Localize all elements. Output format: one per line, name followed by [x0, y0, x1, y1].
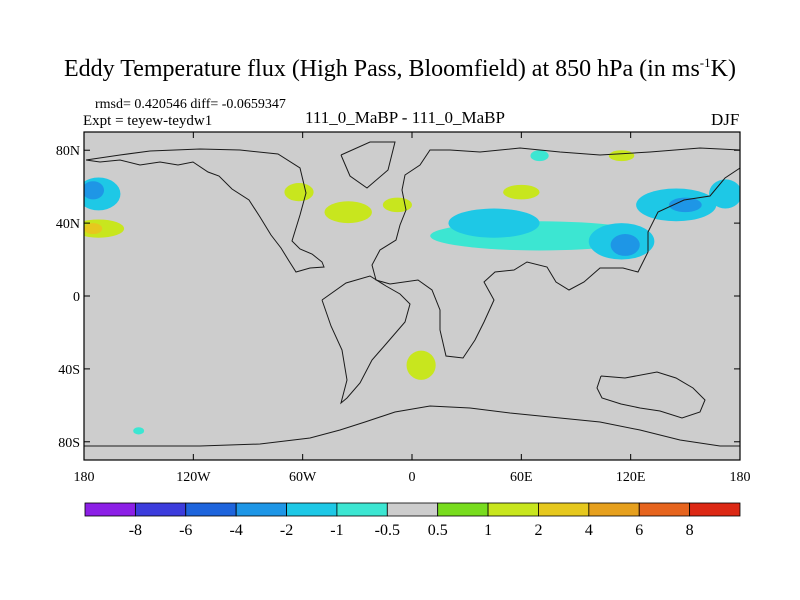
x-tick-label: 120W — [176, 470, 211, 485]
field-patch-15 — [608, 150, 635, 162]
colorbar-label: 1 — [484, 522, 492, 539]
title-superscript: -1 — [699, 55, 711, 70]
x-tick-label: 0 — [409, 470, 416, 485]
colorbar: -8 -6 -4 -2 -1 -0.5 0.5 1 2 4 6 8 — [84, 502, 741, 539]
colorbar-box-11 — [638, 502, 691, 517]
colorbar-label: 0.5 — [428, 522, 448, 539]
colorbar-label: -2 — [280, 522, 293, 539]
y-tick-label: 40N — [56, 217, 80, 232]
colorbar-box-5 — [336, 502, 388, 517]
colorbar-label: -6 — [179, 522, 192, 539]
colorbar-box-0 — [84, 502, 136, 517]
colorbar-box-1 — [134, 502, 187, 517]
field-patch-13 — [382, 197, 412, 213]
y-tick-label: 80S — [58, 436, 80, 451]
chart-title: Eddy Temperature flux (High Pass, Bloomf… — [0, 55, 800, 83]
x-tick-label: 60W — [289, 470, 317, 485]
field-patch-6 — [668, 197, 702, 213]
colorbar-box-7 — [437, 502, 489, 517]
colorbar-label: -1 — [330, 522, 343, 539]
coast-antarctica — [84, 405, 740, 447]
title-main: Eddy Temperature flux (High Pass, Bloomf… — [64, 56, 700, 82]
field-patch-17 — [406, 350, 436, 380]
field-patch-14 — [503, 184, 540, 200]
coastlines — [84, 141, 740, 447]
colorbar-box-3 — [235, 502, 287, 517]
x-tick-label: 180 — [730, 470, 751, 485]
case-label: 111_0_MaBP - 111_0_MaBP — [305, 108, 505, 127]
colorbar-label: 6 — [635, 522, 643, 539]
x-tick-label: 180 — [74, 470, 95, 485]
colorbar-label: 2 — [534, 522, 542, 539]
experiment-label: Expt = teyew-teydw1 — [83, 113, 213, 129]
field-patch-11 — [324, 201, 372, 224]
title-tail: K) — [710, 56, 736, 82]
colorbar-box-2 — [185, 502, 237, 517]
colorbar-box-8 — [487, 502, 539, 517]
colorbar-box-4 — [286, 502, 338, 517]
colorbar-box-12 — [689, 502, 741, 517]
colorbar-box-10 — [588, 502, 640, 517]
season-label: DJF — [711, 110, 740, 129]
y-axis: 80N 40N 0 40S 80S — [56, 144, 740, 451]
colorbar-label: -4 — [229, 522, 242, 539]
coast-greenland — [340, 141, 396, 189]
colorbar-label: 8 — [686, 522, 694, 539]
field-patch-1 — [84, 181, 105, 200]
field-patch-8 — [448, 208, 540, 238]
map-background — [84, 132, 740, 460]
field-patch-16 — [530, 150, 549, 162]
field-patch-4 — [84, 223, 103, 235]
field-patch-18 — [133, 427, 145, 435]
coast-australia — [596, 371, 706, 419]
stats-label: rmsd= 0.420546 diff= -0.0659347 — [95, 97, 286, 112]
colorbar-label: -8 — [129, 522, 142, 539]
x-tick-label: 60E — [510, 470, 533, 485]
field-patch-12 — [284, 183, 314, 202]
colorbar-label: 4 — [585, 522, 593, 539]
field-patch-2 — [709, 179, 740, 209]
x-tick-label: 120E — [616, 470, 646, 485]
y-tick-label: 0 — [73, 290, 80, 305]
field-patch-10 — [610, 234, 640, 256]
coast-north-america — [85, 148, 325, 273]
coast-eurasia-africa — [371, 147, 740, 359]
y-tick-label: 80N — [56, 144, 80, 159]
y-tick-label: 40S — [58, 363, 80, 378]
colorbar-label: -0.5 — [375, 522, 400, 539]
colorbar-box-6 — [386, 502, 439, 517]
colorbar-box-9 — [538, 502, 590, 517]
x-axis: 180 120W 60W 0 60E 120E 180 — [74, 132, 751, 485]
